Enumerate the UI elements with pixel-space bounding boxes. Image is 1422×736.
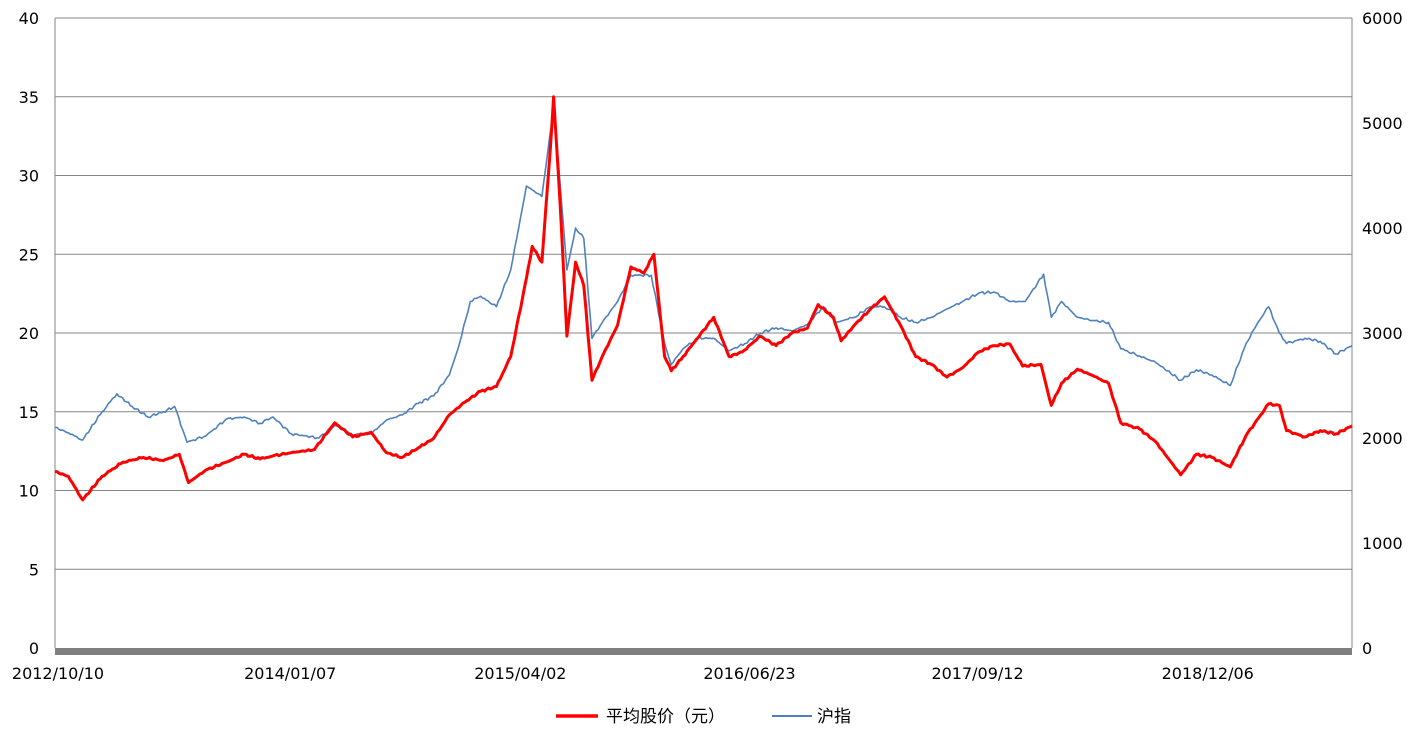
left-tick-label: 15 — [19, 403, 39, 422]
right-tick-label: 4000 — [1362, 219, 1403, 238]
right-tick-label: 0 — [1362, 639, 1372, 658]
left-tick-label: 0 — [29, 639, 39, 658]
x-tick-label: 2017/09/12 — [931, 664, 1023, 683]
x-tick-label: 2014/01/07 — [244, 664, 336, 683]
x-axis-line — [55, 648, 1352, 655]
x-tick-label: 2016/06/23 — [703, 664, 795, 683]
right-axis-ticks: 0 1000 2000 3000 4000 5000 6000 — [1362, 9, 1403, 658]
left-axis-ticks: 0 5 10 15 20 25 30 35 40 — [19, 9, 39, 658]
x-tick-label: 2012/10/10 — [12, 664, 104, 683]
right-tick-label: 1000 — [1362, 534, 1403, 553]
left-tick-label: 20 — [19, 324, 39, 343]
left-tick-label: 30 — [19, 167, 39, 186]
left-tick-label: 35 — [19, 88, 39, 107]
right-tick-label: 2000 — [1362, 429, 1403, 448]
legend-label: 沪指 — [817, 707, 851, 727]
x-axis-ticks: 2012/10/10 2014/01/07 2015/04/02 2016/06/23… — [12, 664, 1254, 683]
left-tick-label: 10 — [19, 482, 39, 501]
x-tick-label: 2015/04/02 — [474, 664, 566, 683]
left-tick-label: 25 — [19, 245, 39, 264]
right-tick-label: 6000 — [1362, 9, 1403, 28]
series-lines — [54, 95, 1353, 502]
left-tick-label: 40 — [19, 9, 39, 28]
left-tick-label: 5 — [29, 560, 39, 579]
gridlines — [54, 17, 1353, 655]
index-series-line — [54, 106, 1353, 444]
x-tick-label: 2018/12/06 — [1162, 664, 1254, 683]
right-tick-label: 5000 — [1362, 114, 1403, 133]
legend: 平均股价（元） 沪指 — [556, 707, 851, 727]
right-tick-label: 3000 — [1362, 324, 1403, 343]
price-series-line — [55, 95, 1353, 502]
legend-label: 平均股价（元） — [606, 707, 725, 727]
